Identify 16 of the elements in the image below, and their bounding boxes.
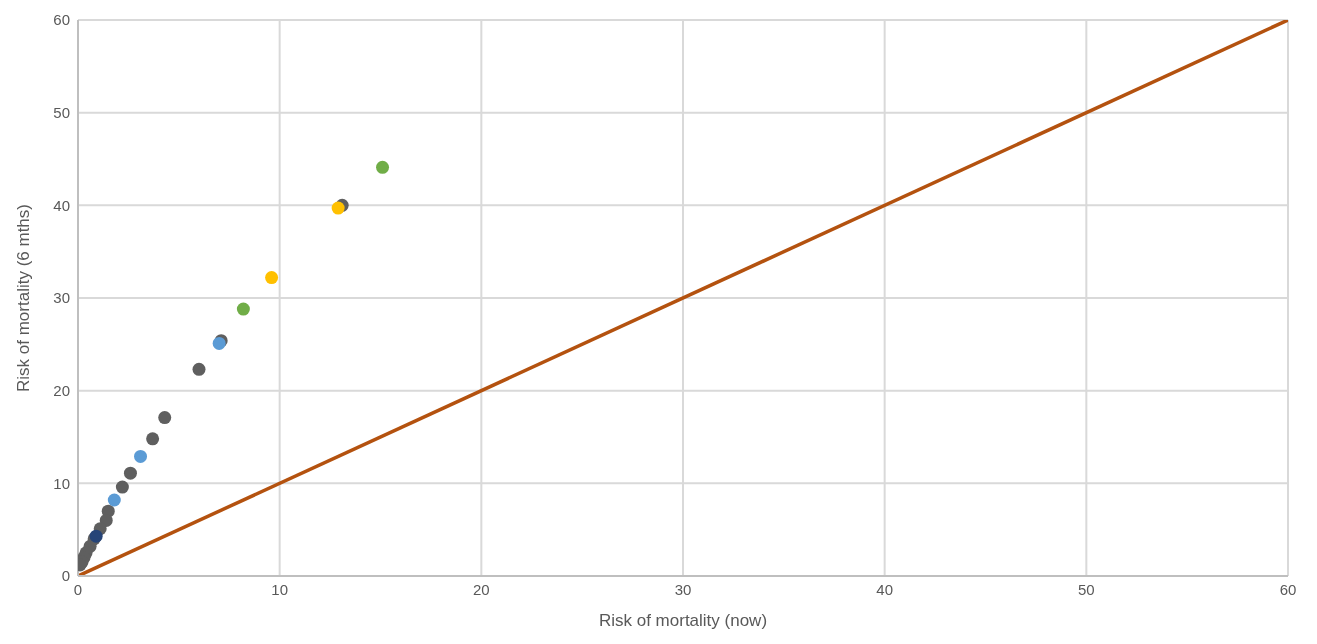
x-tick-label: 10 xyxy=(271,580,289,598)
y-tick-label: 20 xyxy=(53,381,70,399)
y-tick-label: 30 xyxy=(53,289,70,307)
y-tick-label: 60 xyxy=(53,11,70,29)
x-axis-title: Risk of mortality (now) xyxy=(598,611,768,630)
x-tick-label: 20 xyxy=(472,580,490,598)
x-tick-label: 40 xyxy=(876,580,894,598)
y-tick-label: 0 xyxy=(61,567,70,585)
x-tick-label: 30 xyxy=(674,580,692,598)
x-tick-label: 0 xyxy=(73,580,83,598)
x-tick-label: 60 xyxy=(1279,580,1297,598)
y-tick-label: 40 xyxy=(53,196,70,214)
y-tick-label: 50 xyxy=(53,103,70,121)
y-tick-label: 10 xyxy=(53,474,70,492)
x-tick-label: 50 xyxy=(1077,580,1095,598)
y-axis-title: Risk of mortality (6 mths) xyxy=(14,204,34,392)
